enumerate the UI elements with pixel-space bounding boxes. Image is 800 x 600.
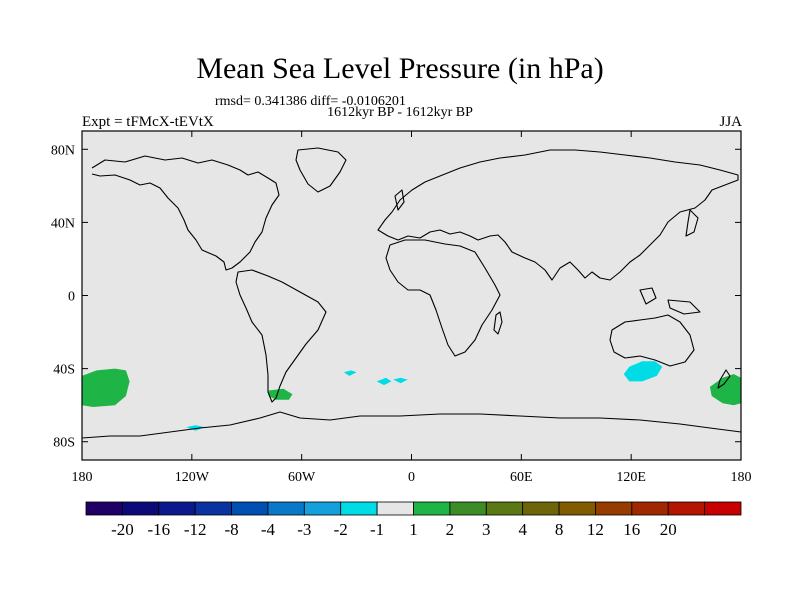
colorbar-swatch bbox=[558, 501, 596, 516]
colorbar-swatch bbox=[340, 501, 378, 516]
colorbar-swatch bbox=[121, 501, 160, 516]
colorbar-swatch bbox=[158, 501, 196, 516]
colorbar-swatch bbox=[303, 501, 342, 516]
region-drake-passage-positive bbox=[268, 388, 293, 400]
y-tick-label: 0 bbox=[68, 290, 75, 305]
coastline-borneo bbox=[639, 287, 657, 305]
colorbar-swatch bbox=[194, 501, 232, 516]
coastline-antarctica bbox=[81, 411, 742, 439]
colorbar-label: 2 bbox=[446, 520, 455, 539]
y-axis: 80N 40N 0 40S 80S bbox=[51, 143, 741, 451]
y-tick-label: 40S bbox=[53, 363, 75, 378]
y-tick-label: 80S bbox=[53, 436, 75, 451]
colorbar-swatch bbox=[522, 501, 560, 516]
region-south-atlantic-negative-2 bbox=[376, 377, 392, 386]
coastline-australia bbox=[609, 314, 695, 367]
chart-subtitle: 1612kyr BP - 1612kyr BP bbox=[327, 105, 473, 120]
plot-area bbox=[82, 131, 741, 460]
colorbar-swatch bbox=[267, 501, 305, 516]
region-south-of-australia-negative bbox=[623, 361, 663, 382]
colorbar-swatch bbox=[631, 501, 669, 516]
colorbar-label: 16 bbox=[623, 520, 640, 539]
region-south-atlantic-negative-1 bbox=[343, 370, 357, 376]
region-south-atlantic-negative-3 bbox=[393, 377, 408, 384]
season-label: JJA bbox=[719, 114, 742, 130]
coastlines bbox=[81, 147, 742, 439]
region-southern-ocean-negative bbox=[186, 425, 205, 431]
colorbar-label: -16 bbox=[147, 520, 170, 539]
colorbar-swatch bbox=[595, 501, 633, 516]
coastline-japan bbox=[685, 209, 699, 237]
colorbar-swatch bbox=[485, 501, 524, 516]
y-tick-label: 80N bbox=[51, 143, 75, 158]
colorbar-swatch bbox=[449, 501, 487, 516]
colorbar-swatch bbox=[413, 501, 451, 516]
region-south-pacific-east-positive bbox=[709, 374, 741, 406]
x-axis: 180 120W 60W 0 60E 120E 180 bbox=[72, 131, 752, 485]
x-tick-label: 60W bbox=[288, 470, 316, 485]
coastline-new-zealand bbox=[717, 369, 731, 389]
colorbar: -20 -16 -12 -8 -4 -3 -2 -1 1 2 3 4 8 12 16 20 bbox=[85, 501, 742, 539]
coastline-north-america bbox=[91, 155, 280, 271]
region-south-pacific-west-positive bbox=[82, 368, 130, 407]
coastline-africa bbox=[385, 239, 501, 357]
x-tick-label: 180 bbox=[72, 470, 93, 485]
x-tick-label: 60E bbox=[510, 470, 533, 485]
colorbar-swatch bbox=[376, 501, 414, 516]
experiment-label: Expt = tFMcX-tEVtX bbox=[82, 114, 214, 130]
coastline-britain bbox=[394, 189, 405, 211]
colorbar-swatch bbox=[704, 501, 742, 516]
colorbar-swatch bbox=[231, 501, 269, 516]
colorbar-swatch bbox=[85, 501, 123, 516]
coastline-south-america bbox=[235, 269, 327, 403]
chart-title: Mean Sea Level Pressure (in hPa) bbox=[196, 52, 604, 85]
anomaly-regions bbox=[82, 361, 741, 431]
colorbar-label: 12 bbox=[587, 520, 604, 539]
colorbar-label: -12 bbox=[184, 520, 207, 539]
coastline-eurasia bbox=[377, 149, 739, 281]
colorbar-label: -1 bbox=[370, 520, 384, 539]
x-tick-label: 180 bbox=[731, 470, 752, 485]
colorbar-label: -3 bbox=[297, 520, 311, 539]
coastline-new-guinea bbox=[667, 299, 701, 315]
colorbar-label: 4 bbox=[518, 520, 527, 539]
x-tick-label: 120W bbox=[175, 470, 210, 485]
colorbar-label: 8 bbox=[555, 520, 564, 539]
coastline-madagascar bbox=[493, 311, 503, 335]
colorbar-label: -4 bbox=[261, 520, 276, 539]
coastline-greenland bbox=[295, 147, 347, 193]
x-tick-label: 120E bbox=[616, 470, 646, 485]
colorbar-label: -20 bbox=[111, 520, 134, 539]
colorbar-label: -2 bbox=[334, 520, 348, 539]
colorbar-label: 20 bbox=[660, 520, 677, 539]
colorbar-label: 1 bbox=[409, 520, 418, 539]
y-tick-label: 40N bbox=[51, 216, 75, 231]
stats-text: rmsd= 0.341386 diff= -0.0106201 bbox=[215, 94, 406, 109]
x-tick-label: 0 bbox=[408, 470, 415, 485]
colorbar-label: 3 bbox=[482, 520, 491, 539]
colorbar-label: -8 bbox=[225, 520, 239, 539]
colorbar-swatch bbox=[667, 501, 706, 516]
